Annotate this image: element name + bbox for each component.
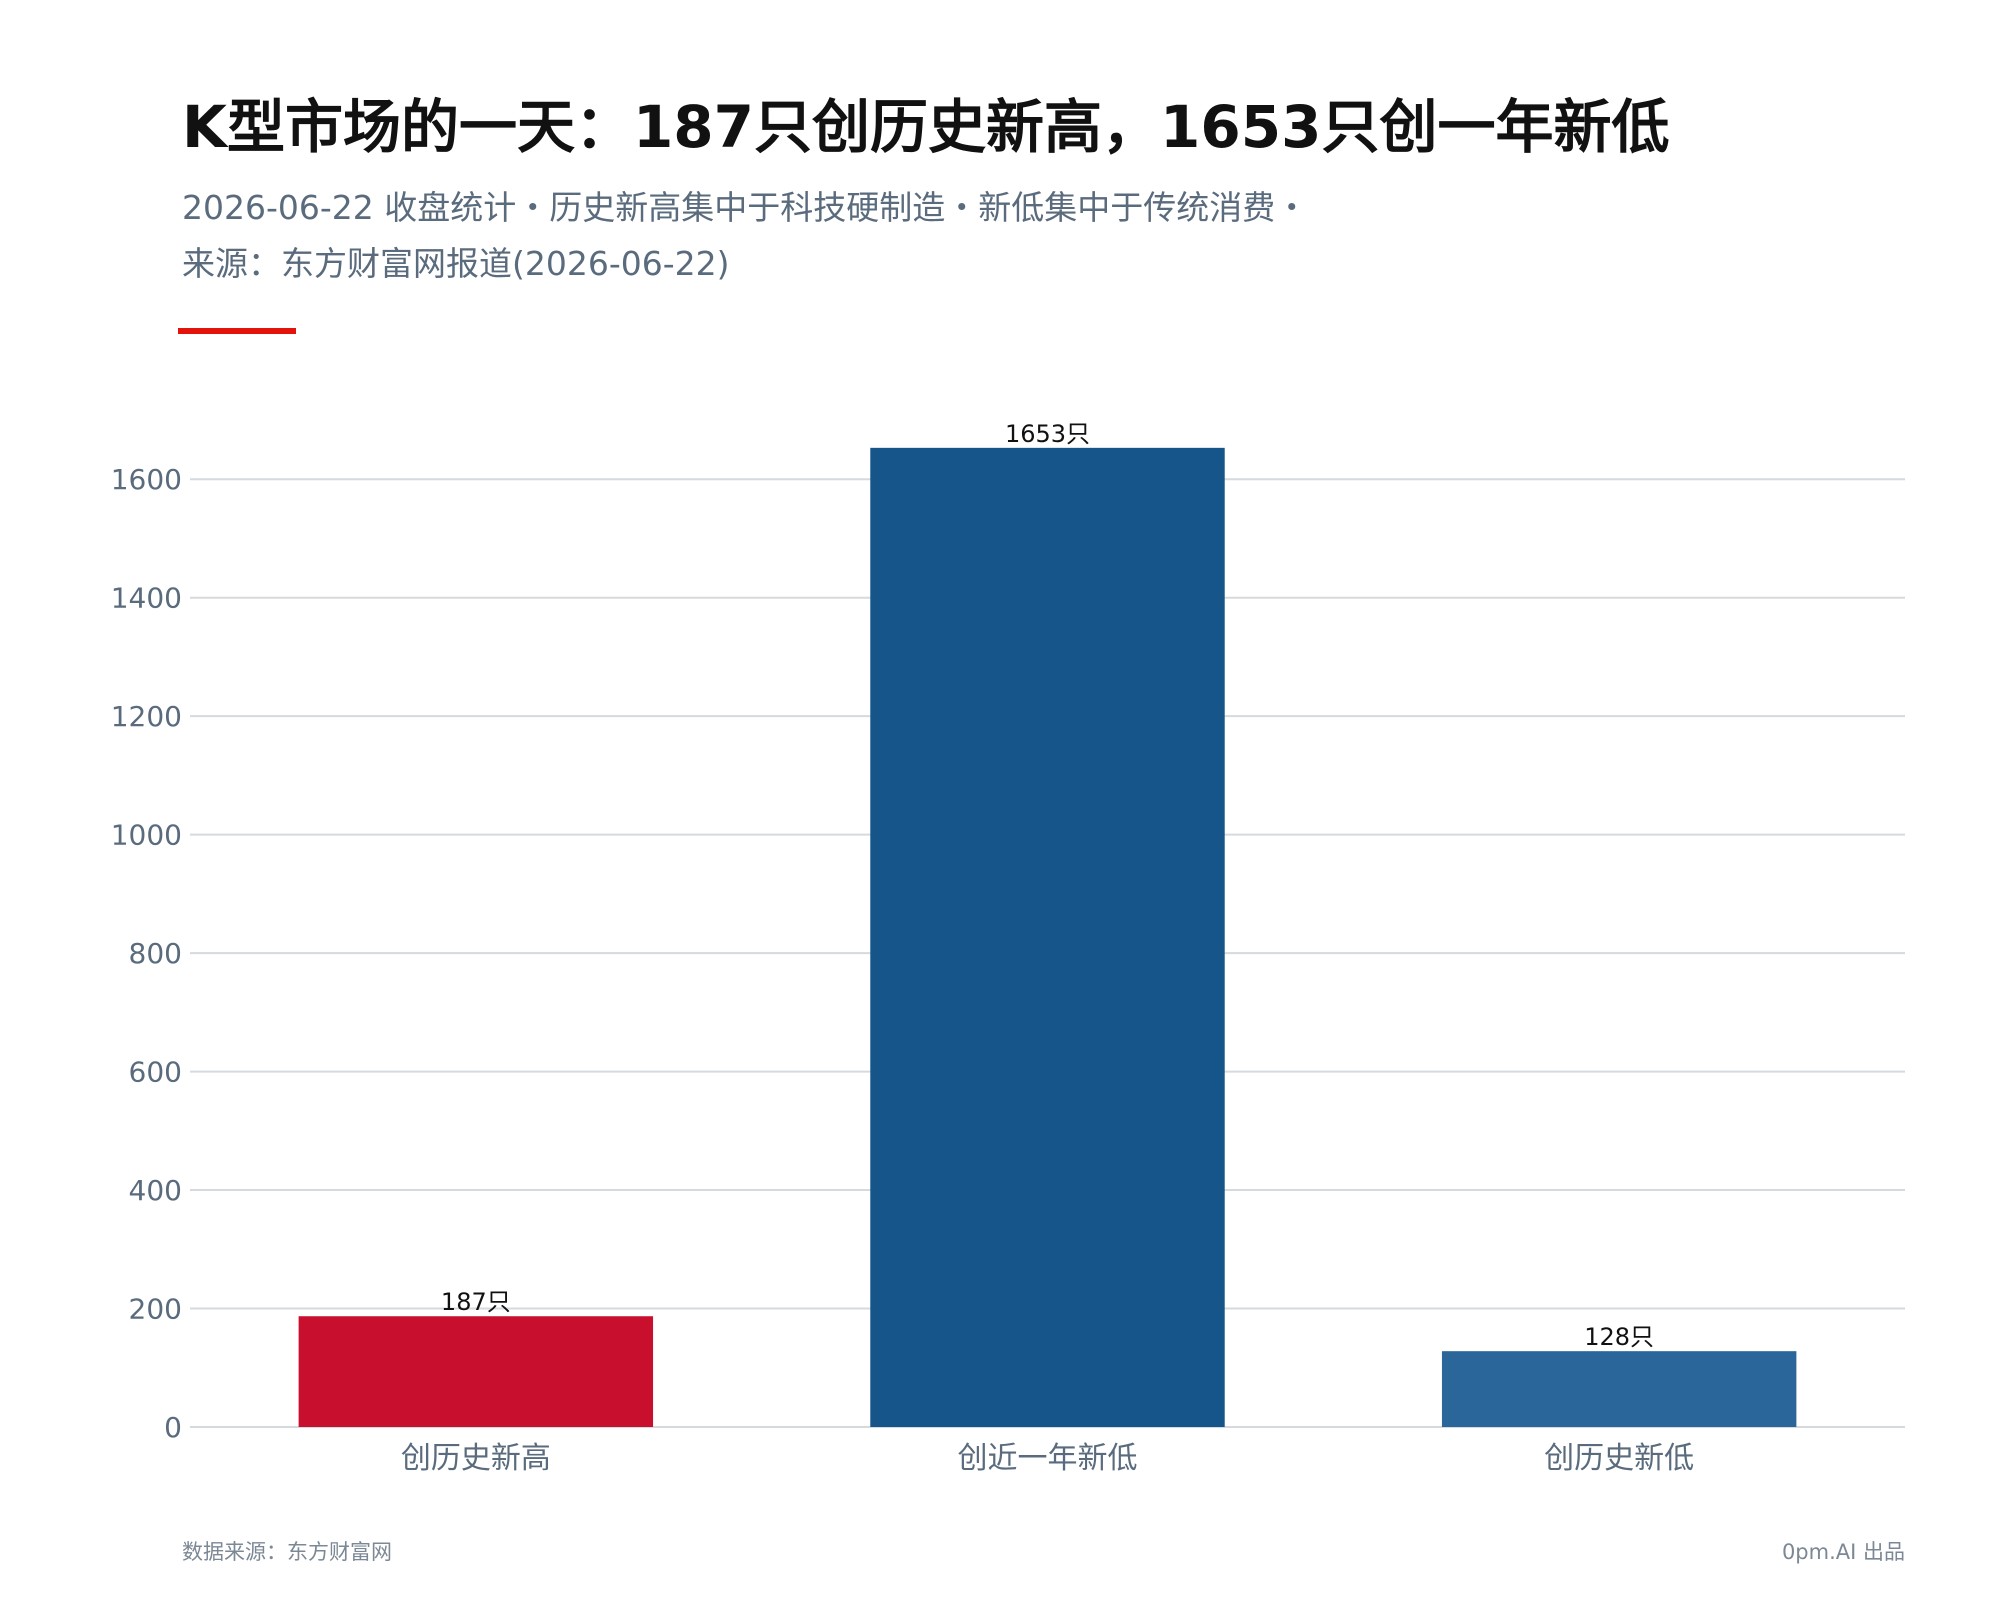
x-tick-label-1: 创近一年新低 (958, 1441, 1138, 1476)
data-labels: 187只 1653只 128只 (441, 420, 1654, 1351)
y-tick-label: 800 (129, 937, 182, 970)
y-tick-label: 1000 (111, 819, 182, 852)
y-axis-ticks: 0 200 400 600 800 1000 1200 1400 1600 (111, 463, 182, 1444)
data-label-2: 128只 (1584, 1323, 1654, 1351)
y-tick-label: 1200 (111, 700, 182, 733)
footer-credit: 0pm.AI 出品 (1781, 1540, 1905, 1564)
y-tick-label: 1400 (111, 582, 182, 615)
y-tick-label: 0 (164, 1411, 182, 1444)
x-axis-ticks: 创历史新高 创近一年新低 创历史新低 (401, 1441, 1694, 1476)
bars (298, 447, 1797, 1427)
footer-source: 数据来源：东方财富网 (182, 1540, 392, 1564)
data-label-0: 187只 (441, 1288, 511, 1316)
subtitle-line-2: 来源：东方财富网报道(2026-06-22) (182, 244, 730, 283)
y-tick-label: 600 (129, 1056, 182, 1089)
chart-subtitle: 2026-06-22 收盘统计・历史新高集中于科技硬制造・新低集中于传统消费・ … (182, 180, 1308, 292)
bar-2 (1441, 1351, 1797, 1427)
x-tick-label-2: 创历史新低 (1544, 1441, 1694, 1476)
subtitle-line-1: 2026-06-22 收盘统计・历史新高集中于科技硬制造・新低集中于传统消费・ (182, 188, 1309, 227)
y-tick-label: 400 (129, 1174, 182, 1207)
data-label-1: 1653只 (1005, 420, 1090, 448)
bar-0 (298, 1316, 654, 1427)
chart-title: K型市场的一天：187只创历史新高，1653只创一年新低 (182, 93, 1670, 161)
accent-bar (178, 328, 296, 334)
x-tick-label-0: 创历史新高 (401, 1441, 551, 1476)
y-tick-label: 200 (129, 1293, 182, 1326)
y-tick-label: 1600 (111, 463, 182, 496)
bar-1 (870, 447, 1225, 1427)
